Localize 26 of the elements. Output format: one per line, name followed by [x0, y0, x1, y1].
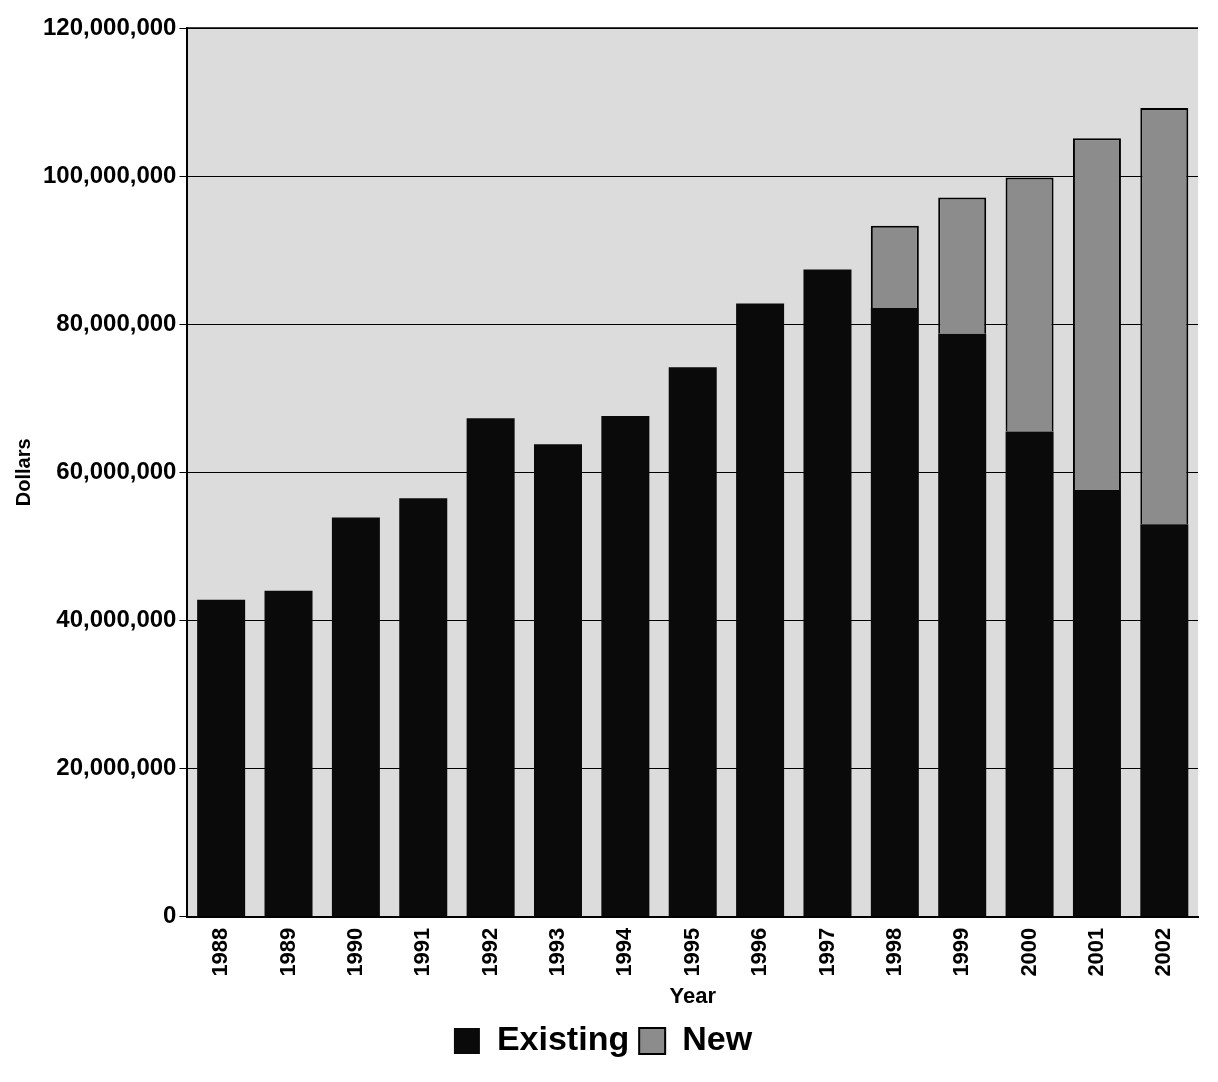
x-tick-label: 1991: [409, 927, 435, 977]
x-tick-label: 1990: [341, 927, 367, 977]
x-tick-label: 1997: [813, 927, 839, 977]
y-tick-label: 60,000,000: [56, 456, 177, 484]
y-tick-label: 20,000,000: [56, 753, 177, 781]
x-tick-label: 2002: [1150, 927, 1176, 977]
y-tick-label: 80,000,000: [56, 308, 177, 336]
x-tick-label: 1988: [207, 927, 233, 977]
x-axis-title: Year: [669, 982, 717, 1008]
y-axis-title: Dollars: [11, 438, 34, 507]
x-tick-label: 2001: [1083, 927, 1109, 977]
y-tick-label: 120,000,000: [43, 12, 177, 40]
x-tick-label: 1992: [476, 927, 502, 977]
legend-label: Existing: [496, 1019, 630, 1058]
x-tick-label: 1998: [880, 927, 906, 977]
x-tick-label: 1996: [746, 927, 772, 977]
x-tick-label: 1999: [948, 927, 974, 977]
y-tick-label: 0: [163, 901, 177, 929]
x-tick-label: 1995: [678, 927, 704, 977]
x-tick-label: 2000: [1015, 927, 1041, 977]
x-tick-label: 1994: [611, 926, 637, 977]
y-tick-label: 100,000,000: [43, 160, 177, 188]
y-tick-label: 40,000,000: [56, 605, 177, 633]
x-tick-label: 1989: [274, 927, 300, 977]
x-tick-label: 1993: [544, 927, 570, 977]
legend-label: New: [682, 1019, 753, 1058]
